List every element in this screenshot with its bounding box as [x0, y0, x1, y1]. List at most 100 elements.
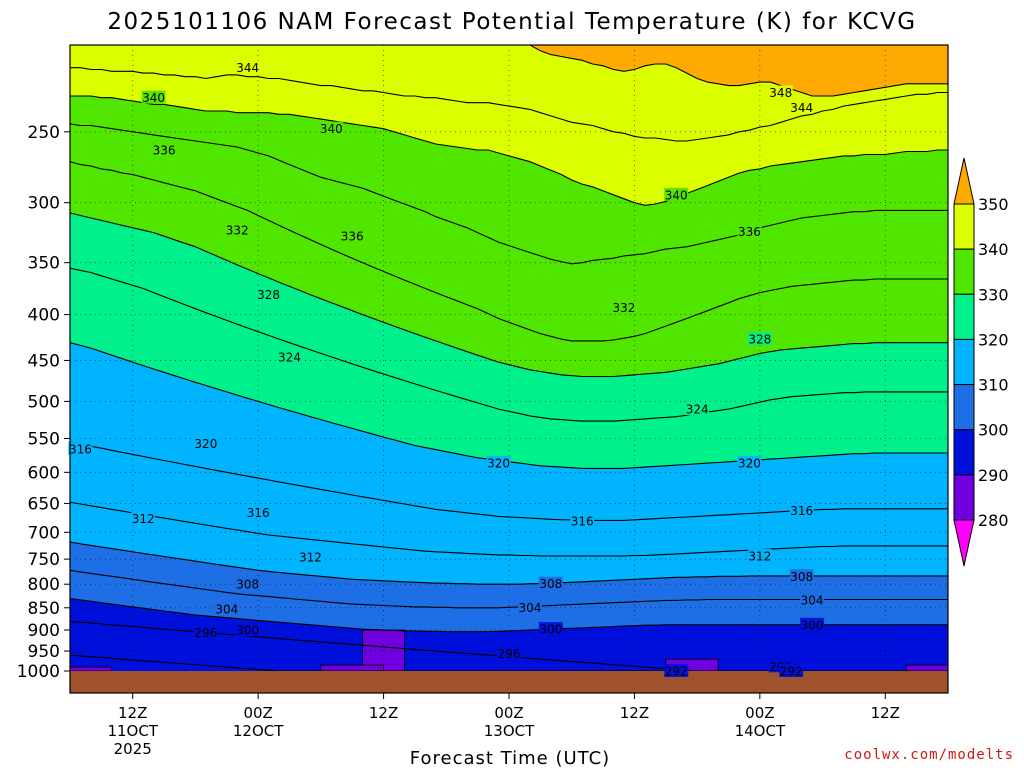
x-tick-year: 2025: [114, 740, 152, 758]
contour-label-bg: [152, 143, 177, 157]
contour-label-21: 316: [570, 513, 595, 528]
y-tick-label: 450: [28, 351, 60, 371]
contour-label-text: 312: [132, 512, 155, 526]
contour-label-bg: [747, 548, 772, 562]
y-tick-label: 250: [28, 123, 60, 143]
contour-label-9: 336: [737, 224, 762, 239]
isentrope-324: [69, 267, 948, 422]
contour-label-text: 320: [738, 457, 761, 471]
cold-pool-3: [905, 664, 949, 672]
contour-label-bg: [214, 602, 239, 616]
contour-label-bg: [789, 100, 814, 114]
contour-label-bg: [486, 456, 511, 470]
isentrope-328: [69, 212, 948, 378]
contour-label-text: 312: [748, 549, 771, 563]
contour-label-16: 320: [193, 436, 218, 451]
contour-label-bg: [340, 229, 365, 243]
y-tick-label: 650: [28, 494, 60, 514]
contour-label-1: 340: [141, 90, 166, 105]
contour-label-bg: [131, 511, 156, 525]
contour-label-text: 336: [341, 230, 364, 244]
colorbar-bottom-arrow: [953, 519, 975, 567]
x-tick-date: 11OCT: [107, 722, 158, 740]
contour-label-25: 308: [235, 577, 260, 592]
contour-label-text: 340: [320, 122, 343, 136]
contour-label-bg: [68, 441, 93, 455]
contour-label-bg: [747, 332, 772, 346]
colorbar-label: 310: [978, 376, 1009, 395]
contour-label-bg: [737, 456, 762, 470]
contour-label-text: 336: [738, 225, 761, 239]
y-tick-label: 750: [28, 550, 60, 570]
contour-label-bg: [277, 349, 302, 363]
colorbar-label: 340: [978, 240, 1009, 259]
contour-label-31: 300: [235, 623, 260, 638]
colorbar-swatch: [953, 429, 975, 476]
contour-label-18: 320: [737, 456, 762, 471]
y-tick-label: 300: [28, 194, 60, 214]
colorbar-swatch: [953, 293, 975, 340]
contour-label-bg: [779, 664, 804, 677]
colorbar-swatch: [953, 203, 975, 250]
isentrope-344: [70, 67, 948, 142]
contour-label-bg: [800, 617, 825, 631]
contour-label-text: 316: [69, 442, 92, 456]
contour-label-27: 308: [789, 569, 814, 584]
contour-label-bg: [737, 224, 762, 238]
contour-label-text: 328: [257, 288, 280, 302]
colorbar-top-arrow: [953, 157, 975, 205]
contour-label-text: 348: [769, 86, 792, 100]
contour-label-text: 336: [153, 144, 176, 158]
contour-label-text: 340: [665, 188, 688, 202]
contour-label-text: 300: [236, 624, 259, 638]
contour-label-text: 344: [236, 61, 259, 75]
contour-label-text: 340: [142, 91, 165, 105]
contour-label-bg: [141, 90, 166, 104]
contour-label-bg: [235, 623, 260, 637]
contour-label-text: 324: [686, 403, 709, 417]
band-fill-296: [70, 621, 948, 671]
colorbar-label: 280: [978, 511, 1009, 530]
y-axis: 2503003504004505005506006507007508008509…: [17, 123, 70, 682]
contour-label-bg: [193, 625, 218, 639]
contour-label-text: 332: [613, 301, 636, 315]
isentrope-312: [69, 501, 948, 557]
contour-label-bg: [497, 646, 521, 660]
x-tick-label: 12Z: [871, 704, 900, 722]
x-tick-date: 14OCT: [735, 722, 786, 740]
colorbar: 350 340 330 320 310 300 290 280: [953, 157, 1009, 567]
y-tick-label: 800: [28, 575, 60, 595]
y-tick-label: 600: [28, 463, 60, 483]
contour-label-23: 312: [298, 550, 323, 565]
x-tick-label: 12Z: [369, 704, 398, 722]
colorbar-label: 350: [978, 195, 1009, 214]
contour-label-text: 304: [518, 601, 541, 615]
contour-label-text: 320: [487, 457, 510, 471]
ground: [70, 671, 948, 693]
x-tick-label: 00Z: [243, 704, 272, 722]
cold-pool-4: [69, 666, 113, 672]
contour-label-7: 336: [340, 229, 365, 244]
contour-label-11: 332: [611, 300, 636, 315]
contour-label-text: 296: [194, 626, 217, 640]
x-tick-date: 13OCT: [484, 722, 535, 740]
colorbar-swatch: [953, 474, 975, 521]
colorbar-label: 300: [978, 421, 1009, 440]
contour-label-text: 308: [236, 578, 259, 592]
contour-label-35: 296: [497, 646, 521, 661]
credit-text: coolwx.com/modelts: [844, 747, 1014, 763]
contour-label-bg: [570, 513, 595, 527]
contour-label-text: 344: [790, 101, 813, 115]
contour-label-text: 328: [748, 333, 771, 347]
contour-label-text: 316: [247, 506, 270, 520]
contour-label-30: 304: [800, 592, 825, 607]
contour-label-24: 312: [747, 548, 772, 563]
chart-title: 2025101106 NAM Forecast Potential Temper…: [107, 9, 916, 35]
contour-label-text: 304: [801, 593, 824, 607]
y-tick-label: 850: [28, 599, 60, 619]
y-tick-label: 950: [28, 642, 60, 662]
contour-label-text: 300: [539, 623, 562, 637]
contour-label-text: 308: [790, 570, 813, 584]
contour-label-bg: [789, 569, 814, 583]
